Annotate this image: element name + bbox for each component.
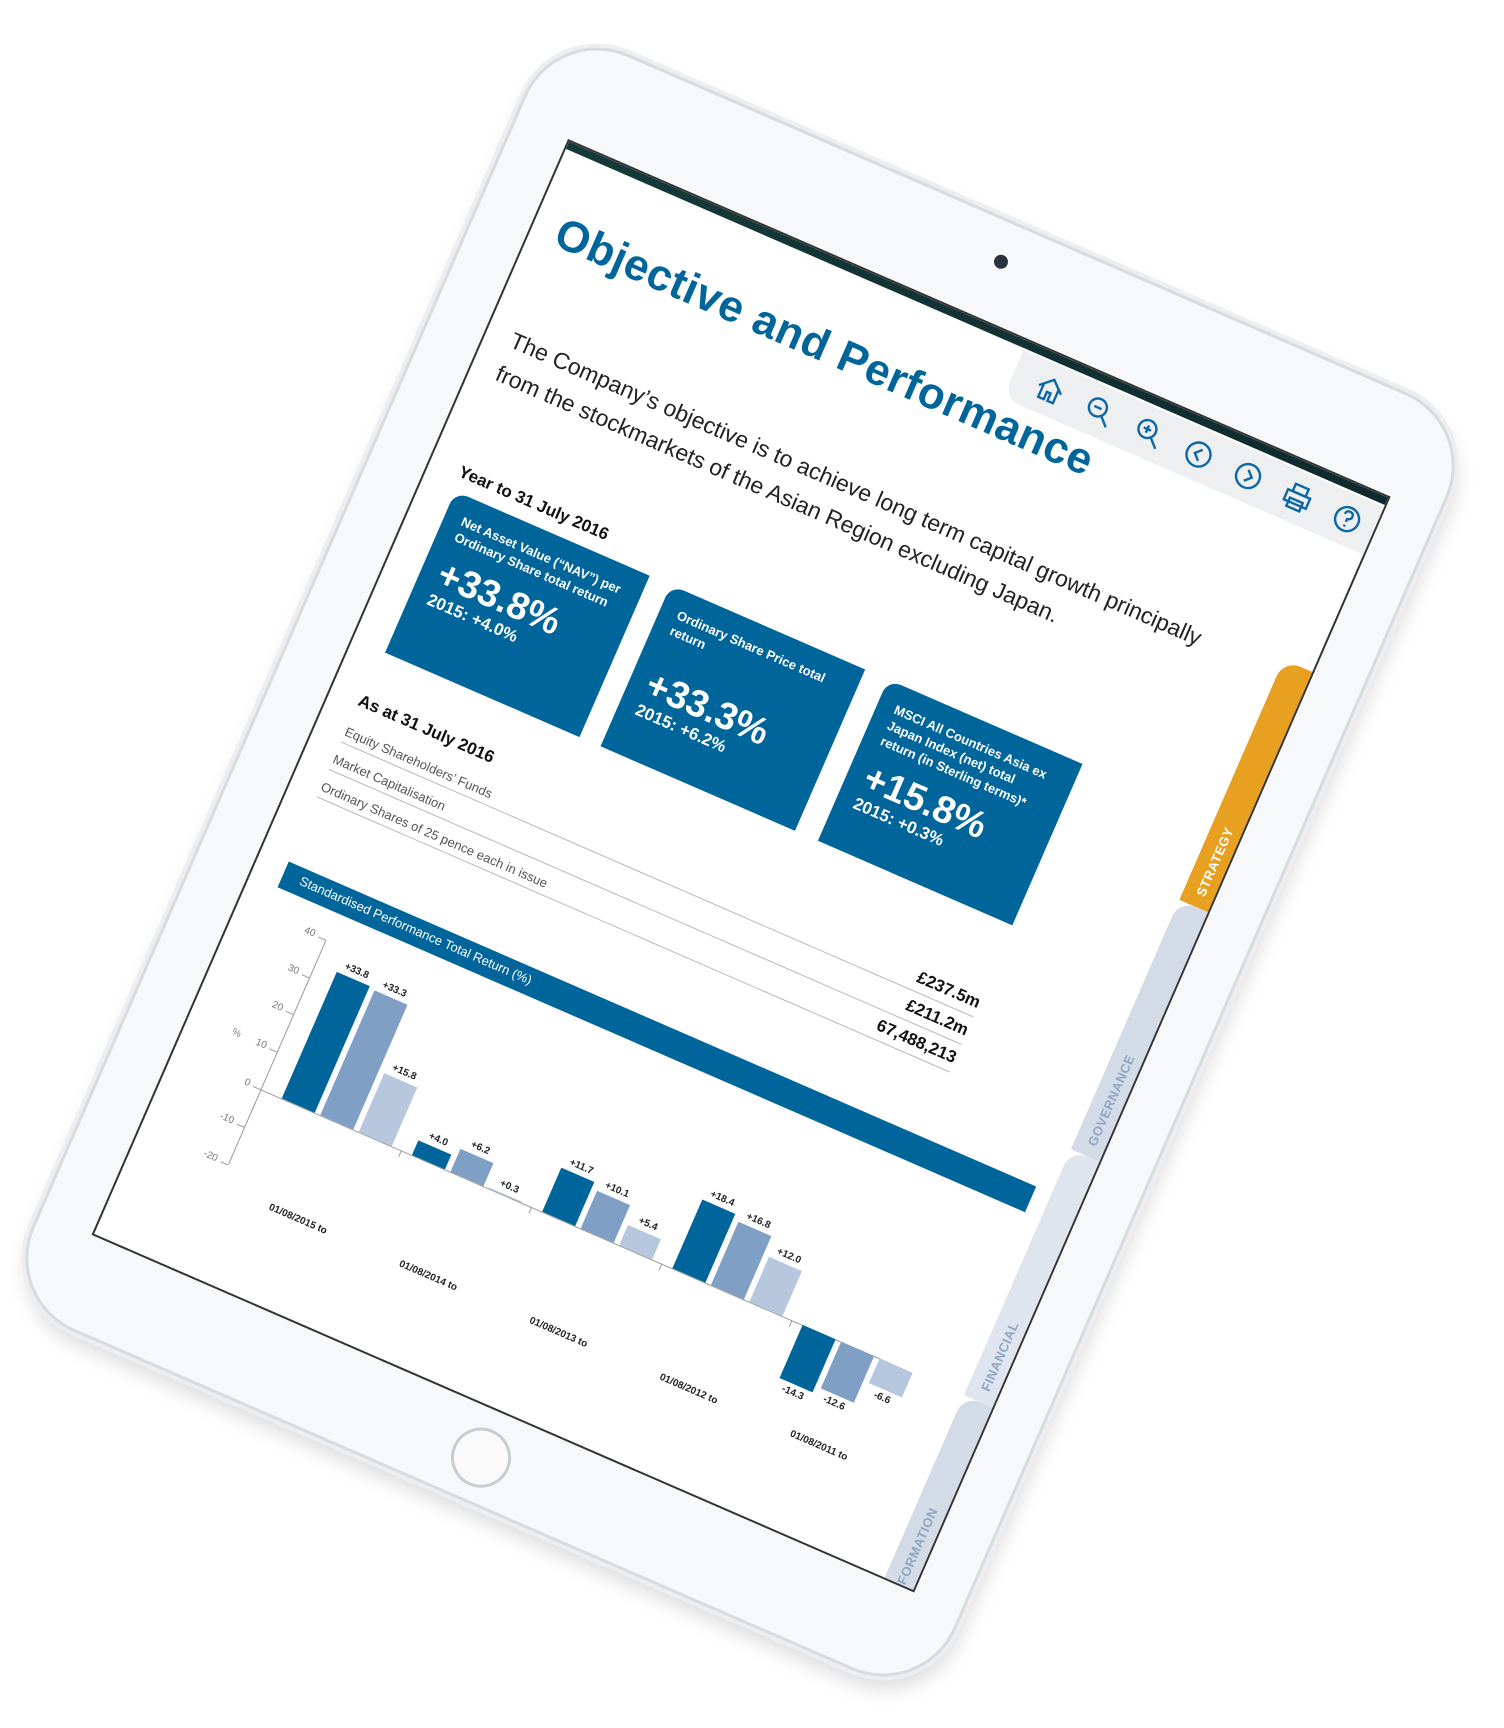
previous-page-icon[interactable] <box>1175 431 1222 478</box>
next-page-icon[interactable] <box>1224 452 1271 499</box>
y-tick <box>285 1011 294 1016</box>
x-tick <box>658 1263 663 1271</box>
screen: Objective and Performance The Company’s … <box>91 138 1391 1593</box>
y-tick-label: -10 <box>218 1110 236 1127</box>
y-tick-label: 20 <box>269 999 285 1015</box>
y-tick <box>301 973 310 978</box>
y-tick-label: 40 <box>302 924 318 940</box>
help-icon[interactable] <box>1323 495 1370 542</box>
zoom-in-icon[interactable] <box>1125 409 1172 456</box>
y-tick <box>269 1048 277 1053</box>
x-category-label: 01/08/2013 to <box>527 1315 590 1351</box>
y-tick-label: 30 <box>286 962 301 977</box>
x-tick <box>398 1150 402 1158</box>
x-axis <box>260 1089 894 1366</box>
x-tick <box>528 1206 533 1214</box>
y-axis-label: % <box>230 1026 243 1041</box>
home-icon[interactable] <box>1026 366 1073 413</box>
x-category-label: 01/08/2012 to <box>657 1371 720 1407</box>
y-tick <box>317 936 326 941</box>
y-tick-label: -20 <box>201 1147 220 1164</box>
y-tick <box>236 1123 245 1128</box>
tablet-device: Objective and Performance The Company’s … <box>0 22 1480 1702</box>
y-tick <box>220 1160 229 1165</box>
home-button[interactable] <box>441 1418 521 1498</box>
y-tick-label: 0 <box>242 1076 253 1090</box>
toolbar <box>1002 350 1391 562</box>
x-category-label: 01/08/2011 to <box>788 1428 850 1464</box>
print-icon[interactable] <box>1274 474 1321 521</box>
zoom-out-icon[interactable] <box>1076 388 1123 435</box>
x-category-label: 01/08/2014 to <box>397 1258 459 1294</box>
x-category-label: 01/08/2015 to <box>267 1201 329 1237</box>
camera <box>991 252 1011 271</box>
x-tick <box>788 1320 793 1327</box>
